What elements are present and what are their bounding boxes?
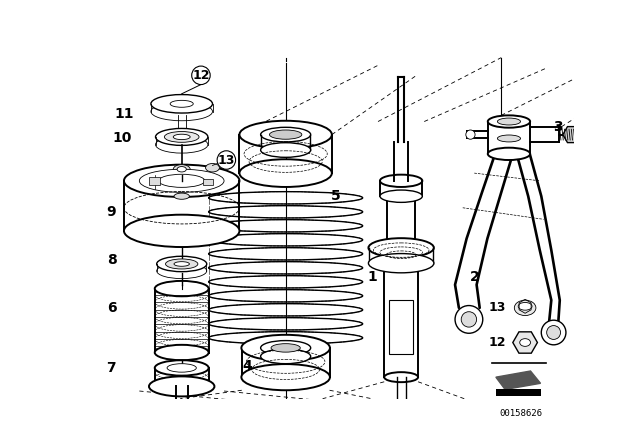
Text: 10: 10 — [112, 131, 131, 146]
Ellipse shape — [156, 129, 208, 146]
Ellipse shape — [241, 364, 330, 390]
Ellipse shape — [369, 238, 434, 258]
Ellipse shape — [157, 263, 207, 279]
Ellipse shape — [156, 136, 208, 153]
Ellipse shape — [140, 169, 224, 192]
Text: 2: 2 — [469, 270, 479, 284]
Ellipse shape — [177, 167, 186, 172]
Circle shape — [192, 66, 210, 85]
Bar — [204, 178, 212, 185]
Ellipse shape — [488, 115, 530, 128]
Ellipse shape — [260, 127, 310, 142]
Ellipse shape — [269, 130, 302, 139]
Ellipse shape — [155, 281, 209, 296]
Ellipse shape — [239, 159, 332, 187]
Text: 00158626: 00158626 — [499, 409, 542, 418]
Ellipse shape — [173, 165, 190, 174]
Text: 12: 12 — [192, 69, 210, 82]
Circle shape — [541, 320, 566, 345]
Ellipse shape — [497, 118, 520, 125]
Ellipse shape — [380, 175, 422, 187]
Ellipse shape — [155, 360, 209, 375]
Ellipse shape — [124, 215, 239, 247]
Text: 7: 7 — [106, 361, 116, 375]
Text: 1: 1 — [368, 270, 378, 284]
Text: 6: 6 — [108, 301, 117, 315]
Circle shape — [217, 151, 236, 169]
Ellipse shape — [260, 340, 310, 355]
Ellipse shape — [151, 102, 212, 121]
Ellipse shape — [520, 339, 531, 346]
Text: 3: 3 — [553, 120, 563, 134]
Ellipse shape — [159, 174, 205, 187]
Polygon shape — [496, 371, 541, 389]
Bar — [496, 389, 541, 396]
Text: 9: 9 — [106, 205, 116, 219]
Ellipse shape — [271, 344, 300, 352]
Ellipse shape — [155, 345, 209, 360]
Circle shape — [461, 312, 477, 327]
Text: 12: 12 — [489, 336, 506, 349]
Ellipse shape — [515, 300, 536, 315]
Ellipse shape — [124, 165, 239, 197]
Ellipse shape — [174, 193, 189, 199]
Ellipse shape — [205, 164, 220, 172]
Ellipse shape — [174, 262, 189, 266]
Ellipse shape — [239, 121, 332, 148]
Text: 13: 13 — [489, 302, 506, 314]
Ellipse shape — [369, 254, 434, 273]
Ellipse shape — [157, 256, 207, 271]
Ellipse shape — [260, 143, 310, 157]
Ellipse shape — [518, 302, 532, 310]
Text: 4: 4 — [243, 359, 252, 373]
Ellipse shape — [380, 190, 422, 202]
Bar — [149, 177, 160, 185]
Circle shape — [547, 326, 561, 340]
Text: 11: 11 — [114, 107, 134, 121]
Ellipse shape — [166, 259, 198, 269]
Ellipse shape — [384, 372, 418, 382]
Ellipse shape — [488, 148, 530, 160]
Ellipse shape — [170, 100, 193, 107]
Ellipse shape — [173, 134, 190, 140]
Bar — [490, 406, 551, 420]
Text: 13: 13 — [218, 154, 235, 167]
Circle shape — [466, 130, 475, 139]
Ellipse shape — [167, 364, 196, 372]
Ellipse shape — [149, 376, 214, 396]
Ellipse shape — [497, 135, 520, 142]
Ellipse shape — [164, 132, 199, 142]
Text: 5: 5 — [331, 189, 340, 203]
Ellipse shape — [151, 95, 212, 113]
Circle shape — [455, 306, 483, 333]
Ellipse shape — [241, 335, 330, 361]
Bar — [389, 300, 413, 354]
Text: 8: 8 — [108, 253, 117, 267]
Ellipse shape — [260, 349, 310, 364]
